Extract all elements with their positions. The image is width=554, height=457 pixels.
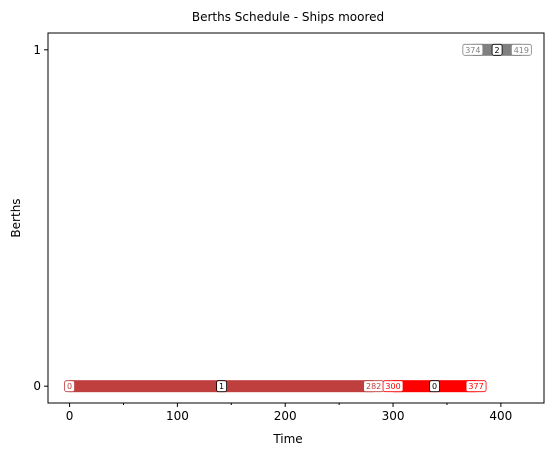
end-time-label: 282 (366, 382, 381, 391)
x-tick-label: 400 (489, 409, 512, 423)
ship-label-box (216, 380, 228, 393)
ship-label: 1 (219, 382, 224, 391)
start-time-label: 300 (385, 382, 400, 391)
x-tick-label: 0 (66, 409, 74, 423)
labels-layer: 1 0 282 0 300 377 2 374 419 (64, 43, 532, 393)
ship-label: 2 (495, 46, 500, 55)
y-tick-label: 1 (33, 43, 41, 57)
start-time-label-box (64, 380, 75, 393)
x-tick-label: 300 (382, 409, 405, 423)
start-time-label-box (382, 380, 404, 393)
ship-label-box (429, 380, 440, 393)
start-time-label: 0 (67, 382, 72, 391)
y-axis: 01 (33, 43, 48, 393)
start-time-label: 374 (465, 46, 480, 55)
y-axis-label: Berths (9, 198, 23, 237)
x-axis: 0 100 200 300 400 (66, 403, 512, 423)
chart-title: Berths Schedule - Ships moored (192, 10, 384, 24)
ship-label: 0 (432, 382, 437, 391)
x-tick-label: 200 (274, 409, 297, 423)
start-time-label-box (462, 43, 484, 56)
end-time-label-box (465, 380, 487, 393)
x-axis-label: Time (272, 432, 302, 446)
y-tick-label: 0 (33, 379, 41, 393)
ship-label-box (491, 43, 503, 56)
plot-area-frame (47, 32, 545, 404)
end-time-label: 377 (468, 382, 483, 391)
end-time-label-box (510, 43, 532, 56)
x-tick-label: 100 (166, 409, 189, 423)
end-time-label: 419 (514, 46, 529, 55)
